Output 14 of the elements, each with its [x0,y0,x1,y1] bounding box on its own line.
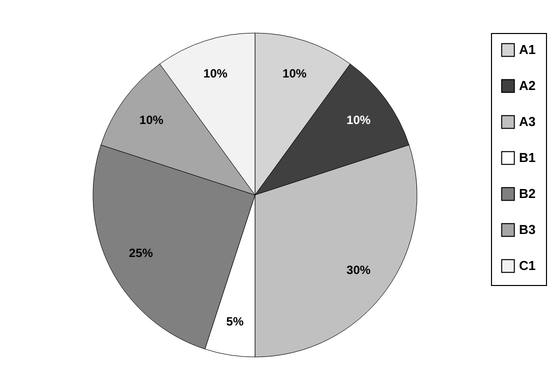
legend-label: A1 [519,42,536,57]
data-label: 10% [346,112,371,127]
legend-label: A3 [519,114,536,129]
legend-label: C1 [519,258,536,273]
legend-label: A2 [519,78,536,93]
data-label: 10% [139,112,164,127]
data-label: 25% [128,246,154,260]
data-label: 30% [346,263,371,278]
data-label: 5% [226,314,244,328]
legend-label: B3 [519,222,536,237]
data-label: 10% [203,66,228,80]
legend-label: B2 [519,186,536,201]
data-label: 10% [282,66,307,80]
legend-label: B1 [519,150,536,165]
